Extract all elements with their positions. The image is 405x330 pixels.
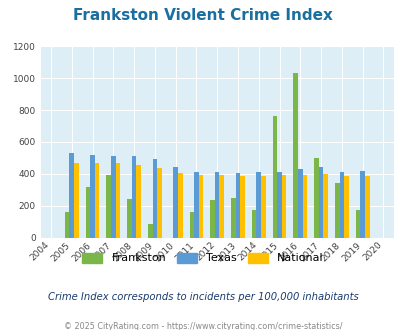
Bar	[235, 173, 240, 238]
Text: Crime Index corresponds to incidents per 100,000 inhabitants: Crime Index corresponds to incidents per…	[47, 292, 358, 302]
Bar	[198, 175, 203, 238]
Bar	[152, 159, 157, 238]
Bar	[69, 153, 74, 238]
Bar	[111, 156, 115, 238]
Bar	[240, 176, 244, 238]
Bar	[256, 172, 260, 238]
Bar	[277, 172, 281, 238]
Bar	[318, 167, 323, 238]
Bar	[189, 212, 194, 238]
Bar	[313, 158, 318, 238]
Bar	[173, 167, 177, 238]
Bar	[74, 163, 79, 238]
Bar	[95, 163, 99, 238]
Bar	[219, 175, 224, 238]
Text: Frankston Violent Crime Index: Frankston Violent Crime Index	[73, 8, 332, 23]
Bar	[85, 187, 90, 238]
Bar	[127, 199, 132, 238]
Bar	[148, 224, 152, 238]
Legend: Frankston, Texas, National: Frankston, Texas, National	[79, 249, 326, 267]
Bar	[297, 169, 302, 238]
Bar	[272, 115, 277, 238]
Bar	[343, 176, 348, 238]
Bar	[115, 163, 120, 238]
Bar	[177, 173, 182, 238]
Bar	[210, 200, 214, 238]
Bar	[339, 172, 343, 238]
Bar	[323, 174, 327, 238]
Bar	[214, 172, 219, 238]
Bar	[230, 198, 235, 238]
Bar	[194, 172, 198, 238]
Bar	[90, 155, 95, 238]
Bar	[136, 165, 141, 238]
Bar	[65, 212, 69, 238]
Bar	[334, 183, 339, 238]
Bar	[132, 156, 136, 238]
Bar	[106, 175, 111, 238]
Bar	[360, 171, 364, 238]
Bar	[302, 175, 307, 238]
Text: © 2025 CityRating.com - https://www.cityrating.com/crime-statistics/: © 2025 CityRating.com - https://www.city…	[64, 322, 341, 330]
Bar	[251, 210, 256, 238]
Bar	[281, 175, 286, 238]
Bar	[157, 168, 161, 238]
Bar	[260, 176, 265, 238]
Bar	[364, 176, 369, 238]
Bar	[293, 73, 297, 238]
Bar	[355, 211, 360, 238]
